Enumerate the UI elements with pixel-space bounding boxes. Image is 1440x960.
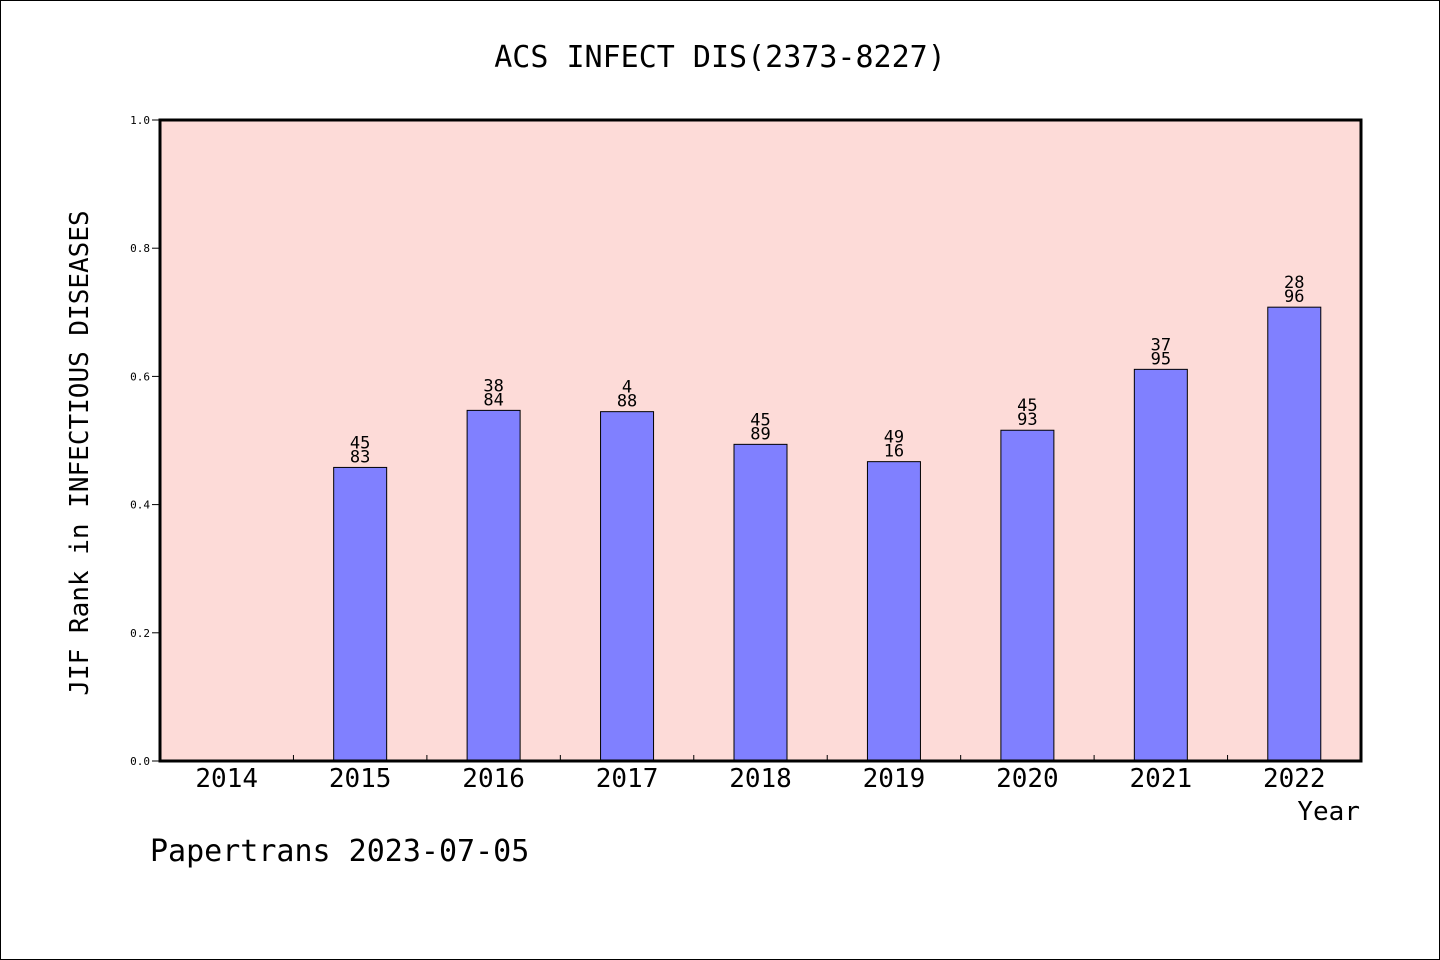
bar [733,443,788,762]
x-tick-label: 2020 [996,764,1059,794]
bar-label-line2: 89 [750,424,770,444]
bar-label-line2: 93 [1017,410,1037,430]
bar [1267,306,1322,762]
y-tick-label: 0.6 [130,370,150,383]
bar-label-line2: 88 [617,392,637,412]
bar-label-line1: 45 [350,433,370,453]
x-axis-label: Year [1297,797,1360,827]
bar [866,461,921,762]
plot-border [158,118,1363,763]
bar [600,411,655,762]
footer-credit: Papertrans 2023-07-05 [150,834,530,869]
x-tick-label: 2015 [329,764,392,794]
x-tick-label: 2018 [729,764,792,794]
bar-label-line2: 84 [483,390,503,410]
bar-label-line1: 45 [750,410,770,430]
y-axis-label: JIF Rank in INFECTIOUS DISEASES [65,210,95,695]
y-tick-label: 0.2 [130,627,150,640]
bar-label-line1: 45 [1017,396,1037,416]
bar-label-line2: 96 [1284,287,1304,307]
bar-label-line1: 28 [1284,273,1304,293]
x-tick-label: 2021 [1130,764,1193,794]
chart-title: ACS INFECT DIS(2373-8227) [494,40,946,75]
y-tick-label: 0.0 [130,755,150,768]
bar [1000,429,1055,762]
bar-label-line2: 83 [350,447,370,467]
y-tick-label: 0.8 [130,242,150,255]
y-axis-ticks: 0.0 0.2 0.4 0.6 0.8 1.0 [130,114,160,768]
x-tick-label: 2014 [195,764,258,794]
y-tick-label: 0.4 [130,499,150,512]
bar [333,466,388,762]
bar-label-line1: 49 [884,428,904,448]
bar-label-line1: 37 [1151,335,1171,355]
bar-label-line1: 38 [483,376,503,396]
y-tick-label: 1.0 [130,114,150,127]
bar [466,409,521,762]
x-tick-label: 2022 [1263,764,1326,794]
x-tick-label: 2017 [596,764,659,794]
x-tick-label: 2016 [462,764,525,794]
bar-label-line2: 95 [1151,349,1171,369]
x-axis-ticks: 2014 2015 2016 2017 2018 2019 2020 2021 2022 [195,755,1326,794]
bars-layer [333,306,1322,762]
bar-label-line2: 16 [884,442,904,462]
x-tick-label: 2019 [863,764,926,794]
bar [1133,368,1188,762]
bar-label-line1: 4 [622,378,632,398]
